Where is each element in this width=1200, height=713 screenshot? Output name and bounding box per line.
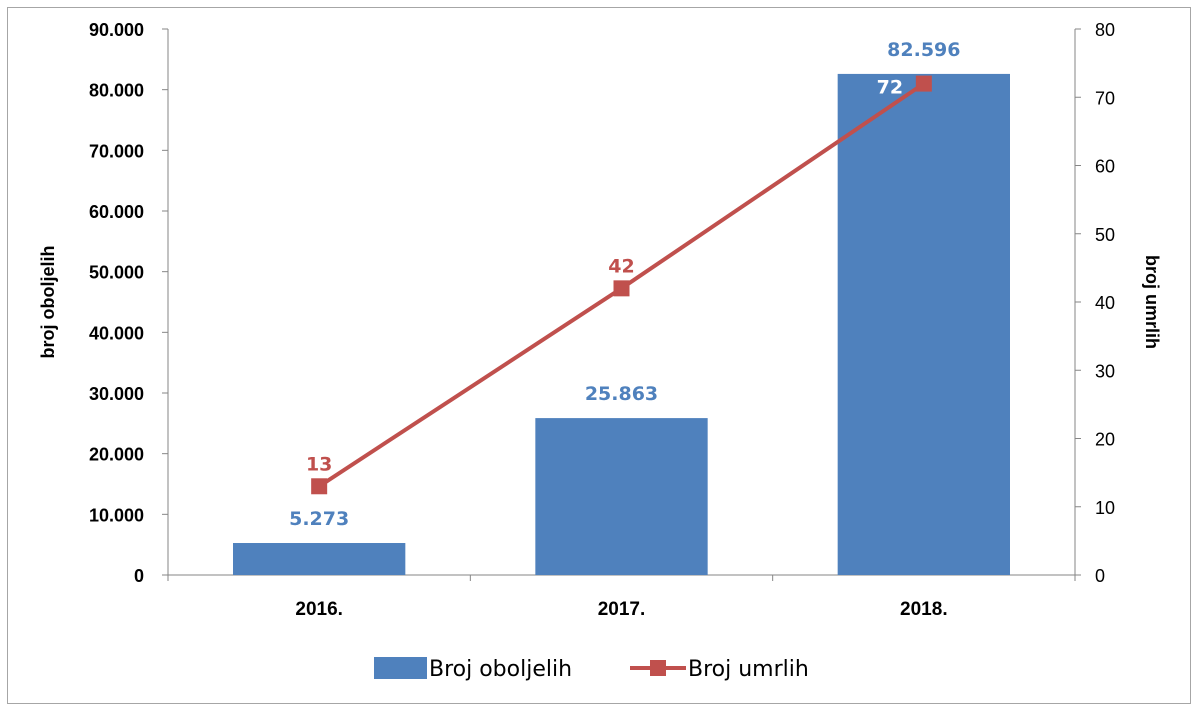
right-tick-label: 50 — [1095, 225, 1115, 245]
legend-label-bar: Broj oboljelih — [429, 657, 572, 682]
line-data-label: 72 — [877, 77, 903, 99]
left-tick-label: 30.000 — [89, 384, 144, 404]
legend-swatch-marker — [650, 660, 666, 676]
bar-data-label: 25.863 — [585, 383, 658, 405]
left-tick-label: 70.000 — [89, 141, 144, 161]
left-axis-title: broj oboljelih — [38, 246, 58, 359]
left-tick-label: 90.000 — [89, 20, 144, 40]
legend: Broj oboljelih Broj umrlih — [374, 657, 809, 682]
left-tick-label: 0 — [134, 566, 144, 586]
line-point-marker — [311, 478, 328, 495]
bar — [837, 73, 1010, 575]
right-tick-label: 0 — [1095, 566, 1105, 586]
axes: 0 10.000 20.000 30.000 40.000 50.000 60.000 70.… — [38, 20, 1162, 620]
data-labels: 5.273 25.863 82.596 13 42 72 — [289, 39, 960, 530]
bar-series — [233, 73, 1010, 575]
line-data-label: 13 — [306, 453, 332, 475]
left-tick-label: 40.000 — [89, 323, 144, 343]
line-data-label: 42 — [608, 255, 634, 277]
bar — [535, 418, 708, 575]
legend-label-line: Broj umrlih — [688, 657, 809, 682]
right-tick-label: 40 — [1095, 293, 1115, 313]
line-point-marker — [915, 75, 932, 92]
right-tick-label: 20 — [1095, 430, 1115, 450]
right-tick-label: 70 — [1095, 88, 1115, 108]
right-tick-label: 80 — [1095, 20, 1115, 40]
left-tick-label: 20.000 — [89, 445, 144, 465]
bar — [233, 543, 406, 575]
line-point-marker — [613, 280, 630, 297]
bar-data-label: 82.596 — [887, 39, 960, 61]
left-tick-label: 50.000 — [89, 263, 144, 283]
legend-swatch-bar — [374, 657, 427, 679]
left-tick-label: 60.000 — [89, 202, 144, 222]
right-axis-title: broj umrlih — [1142, 255, 1162, 349]
x-tick-label: 2016. — [295, 599, 343, 620]
line-series — [311, 75, 932, 495]
bar-data-label: 5.273 — [289, 508, 349, 530]
right-tick-label: 30 — [1095, 361, 1115, 381]
right-tick-label: 60 — [1095, 157, 1115, 177]
x-tick-label: 2017. — [598, 599, 646, 620]
x-tick-label: 2018. — [900, 599, 948, 620]
left-tick-label: 10.000 — [89, 505, 144, 525]
left-tick-label: 80.000 — [89, 81, 144, 101]
right-tick-label: 10 — [1095, 498, 1115, 518]
